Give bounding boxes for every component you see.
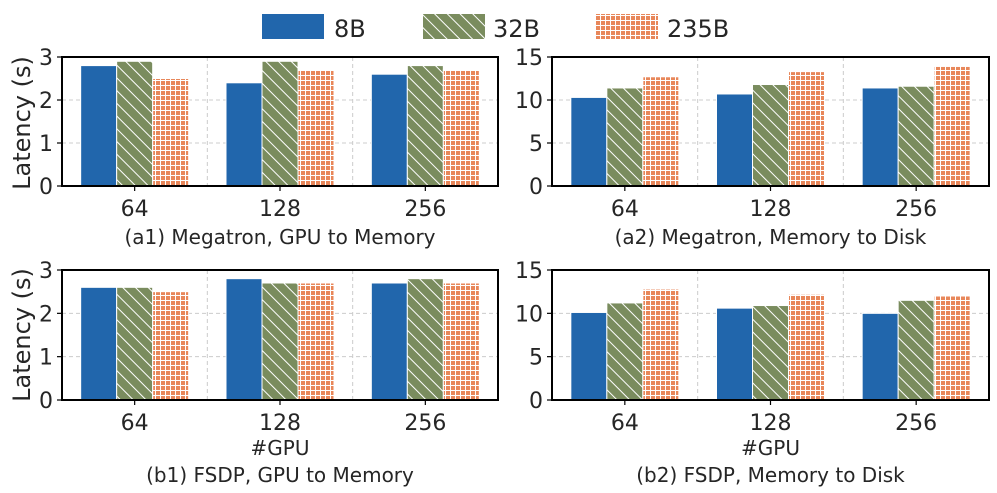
legend-swatch-8b (262, 14, 324, 39)
bar-8b-128 (716, 307, 753, 401)
panel-title: (a2) Megatron, Memory to Disk (615, 225, 927, 249)
legend-label-235b: 235B (667, 15, 729, 43)
bar-32b-256 (406, 278, 444, 401)
y-tick-label: 15 (515, 259, 543, 284)
y-tick-label: 1 (39, 132, 53, 157)
x-tick-label: 128 (750, 197, 792, 222)
x-tick-label: 64 (121, 411, 149, 436)
ylabel-bottom: Latency (s) (8, 268, 36, 402)
bar-32b-64 (606, 87, 644, 187)
panel-b1: 64 128 256 0 1 2 3 #GPU (b1) FSDP, GPU to Memory (39, 259, 499, 487)
bar-32b-128 (752, 84, 789, 187)
plot-frame (61, 56, 499, 187)
plot-frame (551, 56, 990, 187)
y-tick-label: 15 (515, 46, 543, 71)
legend: 8B 32B 235B (262, 14, 729, 43)
bar-32b-256 (406, 65, 444, 187)
bar-8b-128 (716, 93, 753, 187)
bar-235b-128 (788, 293, 825, 401)
x-axis-label: #GPU (251, 436, 310, 460)
bar-8b-64 (80, 65, 118, 187)
y-tick-label: 5 (529, 132, 543, 157)
bar-8b-256 (370, 282, 408, 401)
bar-235b-128 (297, 282, 335, 401)
y-tick-label: 3 (39, 46, 53, 71)
bar-235b-128 (297, 69, 335, 187)
x-tick-label: 128 (259, 411, 301, 436)
bar-235b-64 (152, 78, 190, 187)
x-tick-label: 128 (750, 411, 792, 436)
x-tick-label: 64 (611, 197, 639, 222)
x-tick-label: 64 (611, 411, 639, 436)
panel-a2: 64 128 256 0 5 10 15 (a2) Megatron, Memory to D… (515, 46, 990, 249)
bar-8b-256 (861, 87, 899, 187)
bar-32b-128 (261, 282, 299, 401)
panel-title: (b2) FSDP, Memory to Disk (636, 463, 905, 487)
legend-label-32b: 32B (493, 15, 540, 43)
y-tick-label: 0 (529, 389, 543, 414)
legend-swatch-235b (596, 14, 658, 39)
y-tick-label: 2 (39, 89, 53, 114)
y-tick-label: 2 (39, 302, 53, 327)
bar-32b-64 (116, 60, 154, 187)
bar-235b-64 (642, 288, 680, 401)
bar-32b-64 (606, 302, 644, 401)
y-tick-label: 1 (39, 346, 53, 371)
y-tick-label: 3 (39, 259, 53, 284)
bar-32b-64 (116, 286, 154, 401)
legend-swatch-32b (423, 14, 485, 39)
bar-235b-256 (933, 295, 971, 401)
ylabel-top: Latency (s) (8, 56, 36, 190)
x-tick-label: 256 (895, 197, 937, 222)
panel-a1: 64 128 256 0 1 2 3 (a1) Megatron, GPU to Memory (39, 46, 499, 249)
panel-title: (b1) FSDP, GPU to Memory (146, 463, 414, 487)
x-tick-label: 256 (895, 411, 937, 436)
x-tick-label: 64 (121, 197, 149, 222)
panel-b2: 64 128 256 0 5 10 15 #GPU (b2) FSDP, Memory to D… (515, 259, 990, 487)
bar-235b-256 (442, 69, 480, 187)
x-tick-label: 128 (259, 197, 301, 222)
bar-32b-256 (897, 85, 935, 187)
panel-title: (a1) Megatron, GPU to Memory (124, 225, 435, 249)
bar-8b-64 (80, 286, 118, 401)
x-axis-label: #GPU (741, 436, 800, 460)
bar-8b-64 (570, 96, 608, 187)
bar-8b-64 (570, 311, 608, 401)
y-tick-label: 10 (515, 89, 543, 114)
bar-8b-128 (225, 82, 263, 187)
y-tick-label: 5 (529, 346, 543, 371)
bar-235b-64 (152, 291, 190, 401)
bar-32b-256 (897, 299, 935, 401)
legend-label-8b: 8B (334, 15, 366, 43)
bar-235b-256 (442, 282, 480, 401)
bar-8b-256 (861, 312, 899, 401)
y-tick-label: 0 (529, 175, 543, 200)
x-tick-label: 256 (404, 197, 446, 222)
y-tick-label: 0 (39, 389, 53, 414)
y-tick-label: 10 (515, 302, 543, 327)
bar-235b-64 (642, 76, 680, 187)
bar-32b-128 (752, 305, 789, 401)
plot-frame (551, 269, 990, 401)
y-tick-label: 0 (39, 175, 53, 200)
bar-235b-128 (788, 71, 825, 187)
bar-32b-128 (261, 60, 299, 187)
bar-8b-128 (225, 278, 263, 401)
x-tick-label: 256 (404, 411, 446, 436)
bar-8b-256 (370, 73, 408, 187)
plot-frame (61, 269, 499, 401)
bar-235b-256 (933, 65, 971, 187)
